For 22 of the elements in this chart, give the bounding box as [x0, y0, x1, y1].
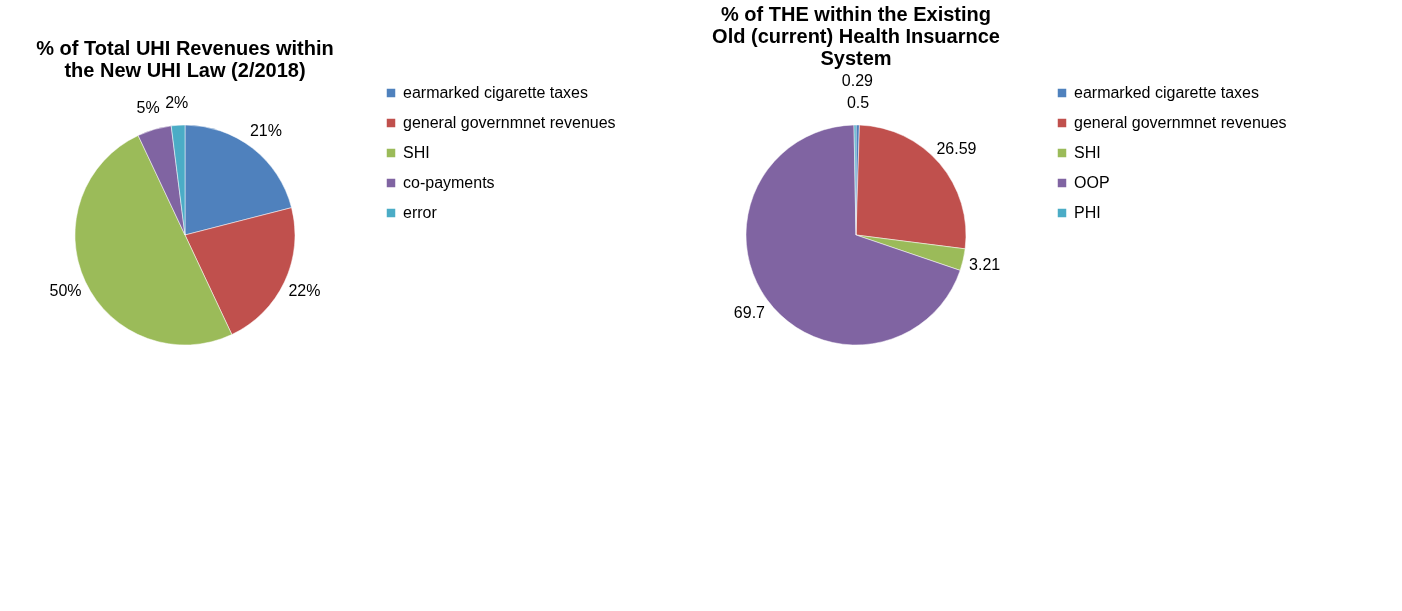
legend-label: co-payments — [403, 174, 495, 191]
legend-label: SHI — [403, 144, 430, 161]
legend-label: earmarked cigarette taxes — [1074, 84, 1259, 101]
data-label: 50% — [49, 282, 82, 300]
chart-title: % of THE within the Existing Old (current) Health Insuarnce System — [712, 3, 1000, 70]
legend-label: general governmnet revenues — [1074, 114, 1287, 131]
data-label: 0.29 — [841, 72, 874, 90]
legend-label: earmarked cigarette taxes — [403, 84, 588, 101]
legend-label: SHI — [1074, 144, 1101, 161]
data-label: 21% — [249, 121, 282, 139]
legend-label: error — [403, 204, 438, 221]
data-label: 0.5 — [846, 94, 870, 112]
data-label: 22% — [288, 282, 321, 300]
legend-label: general governmnet revenues — [403, 114, 616, 131]
legend-label: OOP — [1074, 174, 1110, 191]
data-label: 3.21 — [969, 255, 1001, 273]
data-label: 2% — [165, 94, 189, 112]
data-label: 69.7 — [733, 303, 766, 321]
data-label: 26.59 — [936, 140, 977, 158]
legend-label: PHI — [1074, 204, 1101, 221]
chart-title: % of Total UHI Revenues within the New UHI Law (2/2018) — [36, 37, 334, 81]
data-label: 5% — [136, 99, 160, 117]
